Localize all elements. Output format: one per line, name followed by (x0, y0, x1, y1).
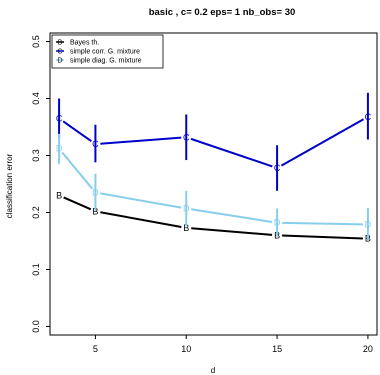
legend-label: simple diag. G. mixture (70, 58, 142, 65)
series-3: D D D D D (56, 133, 372, 241)
data-point: C (365, 112, 372, 122)
data-point: D (183, 204, 190, 214)
data-point: C (56, 113, 63, 123)
data-point: C (92, 139, 99, 149)
x-tick-label: 5 (93, 344, 98, 354)
y-tick-label: 0.2 (31, 206, 41, 219)
plot-box (49, 32, 378, 336)
x-axis-title: d (211, 366, 215, 375)
series-line-segment (282, 221, 363, 226)
x-tick-label: 15 (272, 344, 282, 354)
y-axis: 0.0 0.1 0.2 0.3 0.4 0.5 (31, 35, 51, 333)
y-tick-label: 0.0 (31, 320, 41, 333)
series-line-segment (282, 234, 363, 240)
x-axis: 5 10 15 20 (93, 334, 373, 354)
data-point: D (274, 218, 281, 228)
legend: B Bayes th. C simple corr. G. mixture D simpl… (51, 34, 164, 69)
y-tick-label: 0.4 (31, 92, 41, 105)
data-point: D (92, 188, 99, 198)
series-line-segment (280, 118, 365, 167)
legend-swatch-marker: D (57, 58, 62, 65)
data-point: D (365, 219, 372, 229)
series-2: C C C C C (56, 92, 372, 191)
data-point: B (183, 223, 189, 233)
series-line-segment (63, 196, 92, 211)
series-line-segment (100, 192, 182, 209)
series-line-segment (100, 136, 182, 145)
legend-box (51, 34, 164, 69)
data-point: C (274, 163, 281, 173)
series-line-segment (191, 227, 273, 236)
data-point: B (92, 206, 98, 216)
legend-label: simple corr. G. mixture (70, 49, 140, 56)
series-line-segment (100, 211, 182, 228)
series-1: BBBBB (56, 190, 371, 243)
legend-swatch-marker: C (57, 49, 62, 56)
legend-swatch-marker: B (58, 40, 63, 47)
x-tick-label: 20 (363, 344, 373, 354)
y-tick-label: 0.3 (31, 149, 41, 162)
series-line-segment (61, 151, 93, 190)
series-line-segment (190, 137, 273, 168)
data-point: D (56, 144, 63, 154)
y-tick-label: 0.5 (31, 35, 41, 48)
series-line-segment (62, 120, 92, 143)
y-tick-label: 0.1 (31, 263, 41, 276)
series-line-segment (191, 208, 273, 223)
chart-title: basic , c= 0.2 eps= 1 nb_obs= 30 (149, 7, 296, 18)
y-axis-title: classification error (5, 153, 14, 218)
legend-label: Bayes th. (70, 40, 99, 47)
x-tick-label: 10 (181, 344, 191, 354)
series-layer: BBBBBCCCCCDDDDD (56, 92, 372, 244)
data-point: B (56, 190, 62, 200)
data-point: C (183, 132, 190, 142)
